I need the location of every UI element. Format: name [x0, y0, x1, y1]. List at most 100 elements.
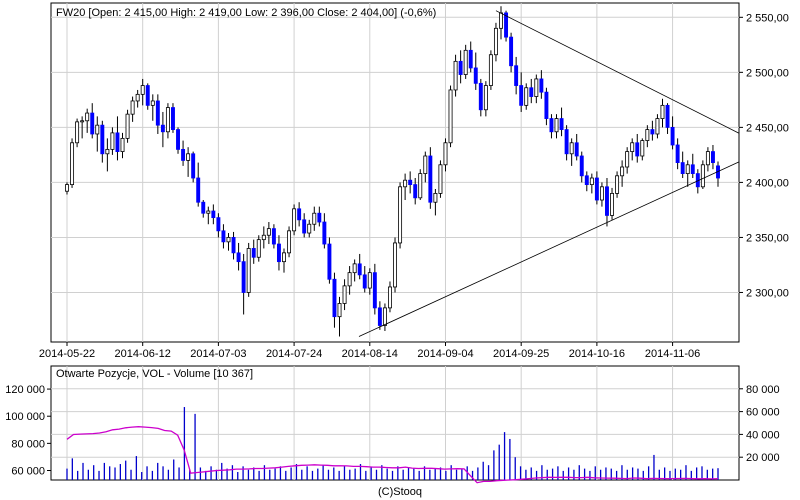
candle-up — [352, 263, 357, 274]
candle-up — [685, 164, 690, 175]
candle-up — [398, 186, 403, 244]
candle-up — [443, 142, 448, 166]
candle-down — [241, 261, 246, 293]
volume-right-axis: 20 000 40 000 60 000 80 000 — [739, 384, 780, 464]
candle-up — [337, 303, 342, 318]
candle-up — [645, 129, 650, 141]
candle-down — [145, 85, 150, 106]
volume-left-tick-label: 60 000 — [11, 466, 45, 478]
candle-down — [710, 151, 715, 163]
price-x-tick-label: 2014-06-12 — [115, 348, 171, 360]
candle-up — [700, 164, 705, 188]
candle-up — [388, 286, 392, 309]
candle-down — [468, 49, 473, 69]
candle-up — [499, 12, 503, 29]
candle-up — [393, 242, 397, 288]
volume-grid — [51, 366, 739, 480]
candle-down — [231, 237, 236, 254]
candle-down — [584, 175, 589, 186]
candle-down — [297, 208, 302, 221]
candle-down — [181, 148, 186, 161]
candle-up — [569, 142, 574, 155]
candle-down — [236, 252, 241, 263]
candle-down — [519, 85, 524, 106]
price-x-tick-label: 2014-07-24 — [266, 348, 322, 360]
candle-up — [125, 113, 130, 139]
candle-down — [408, 179, 413, 186]
volume-left-tick-label: 120 000 — [5, 384, 45, 396]
candle-down — [635, 142, 640, 157]
candle-up — [534, 78, 539, 97]
volume-right-tick-label: 80 000 — [746, 384, 780, 396]
candle-up — [70, 142, 75, 186]
candle-up — [75, 121, 80, 144]
candle-down — [650, 129, 655, 135]
candle-down — [90, 112, 95, 135]
candle-up — [186, 153, 191, 161]
trendline — [358, 161, 740, 337]
trendline — [495, 10, 740, 134]
candle-up — [705, 151, 710, 166]
volume-left-tick-label: 100 000 — [5, 411, 45, 423]
candle-up — [615, 175, 620, 194]
price-y-tick-label: 2 300,00 — [746, 287, 789, 299]
candle-down — [100, 124, 105, 155]
price-candles — [65, 6, 720, 337]
candle-down — [211, 210, 216, 219]
candle-up — [120, 137, 125, 152]
candle-up — [226, 237, 231, 243]
candle-down — [675, 144, 680, 163]
volume-right-tick-label: 40 000 — [746, 429, 780, 441]
price-x-tick-label: 2014-09-25 — [493, 348, 549, 360]
candle-down — [670, 126, 675, 146]
candle-down — [221, 230, 226, 243]
candle-up — [463, 49, 468, 75]
candle-up — [448, 89, 453, 144]
price-y-tick-label: 2 450,00 — [746, 122, 789, 134]
volume-right-tick-label: 60 000 — [746, 407, 780, 419]
candle-down — [302, 219, 307, 234]
candle-down — [362, 274, 367, 289]
candle-down — [478, 82, 483, 111]
candle-up — [206, 210, 211, 214]
candle-up — [95, 124, 100, 135]
price-y-tick-label: 2 350,00 — [746, 232, 789, 244]
candle-up — [80, 120, 85, 123]
candle-up — [282, 252, 286, 263]
candle-down — [372, 272, 377, 309]
volume-panel-frame — [50, 365, 740, 481]
candle-up — [135, 93, 140, 102]
price-x-tick-label: 2014-11-06 — [645, 348, 700, 360]
price-x-axis: 2014-05-22 2014-06-12 2014-07-03 2014-07-24… — [39, 342, 700, 360]
candle-up — [292, 208, 297, 232]
volume-left-tick-label: 80 000 — [11, 438, 45, 450]
candle-down — [690, 164, 695, 175]
candle-down — [529, 87, 534, 97]
price-x-tick-label: 2014-07-03 — [190, 348, 246, 360]
candle-up — [347, 272, 352, 287]
candle-up — [130, 100, 135, 115]
candle-up — [266, 228, 271, 236]
volume-left-axis: 60 000 80 000 100 000 120 000 — [5, 384, 51, 478]
price-panel-title: FW20 [Open: 2 415,00 High: 2 419,00 Low:… — [56, 7, 436, 19]
candle-down — [155, 100, 160, 126]
candle-up — [110, 132, 115, 150]
candle-up — [256, 239, 261, 258]
candle-down — [514, 65, 519, 86]
candle-up — [261, 234, 266, 241]
volume-bars — [66, 407, 719, 480]
candle-up — [85, 112, 90, 122]
candle-down — [322, 221, 327, 245]
candle-up — [660, 104, 665, 119]
candle-up — [150, 100, 155, 106]
candle-up — [589, 177, 594, 186]
candle-down — [579, 155, 584, 177]
candle-up — [625, 151, 630, 168]
candle-down — [317, 212, 322, 223]
candle-down — [171, 107, 175, 130]
candle-up — [165, 107, 170, 133]
price-x-tick-label: 2014-05-22 — [39, 348, 95, 360]
candle-up — [246, 248, 251, 293]
candle-down — [413, 184, 418, 199]
candle-down — [251, 248, 256, 258]
